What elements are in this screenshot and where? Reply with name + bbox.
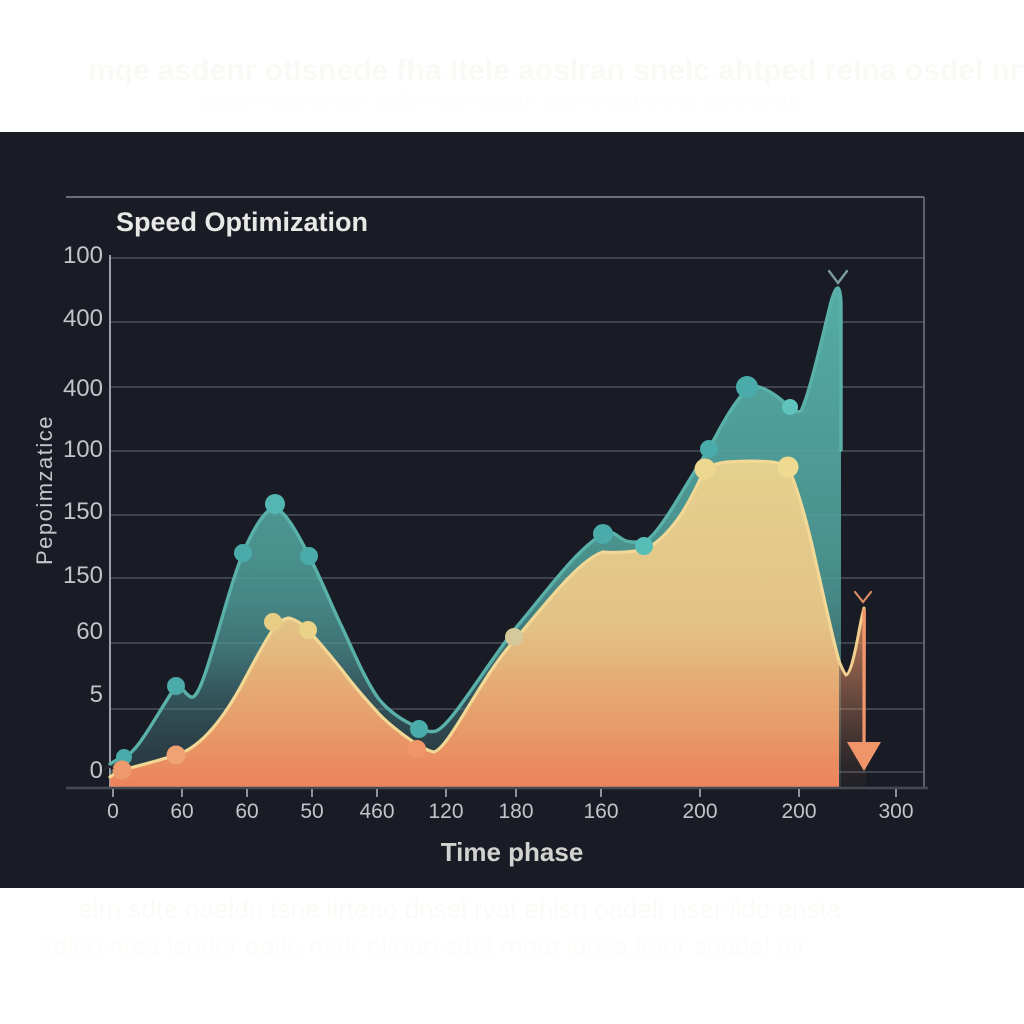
svg-text:150: 150 xyxy=(63,498,103,525)
svg-text:400: 400 xyxy=(63,305,103,332)
svg-text:sdleo ntea lsnder oatle nsdr e: sdleo ntea lsnder oatle nsdr eltoan sdel… xyxy=(40,931,806,961)
svg-text:180: 180 xyxy=(498,800,533,823)
svg-text:60: 60 xyxy=(235,800,258,823)
svg-text:120: 120 xyxy=(428,800,463,823)
svg-text:sdleo ntea lsnder oatle nsdr e: sdleo ntea lsnder oatle nsdr eltoan sdel… xyxy=(200,88,801,113)
svg-text:Pepoimzatice: Pepoimzatice xyxy=(32,415,57,565)
svg-text:0: 0 xyxy=(90,757,103,784)
svg-text:50: 50 xyxy=(300,800,323,823)
svg-text:5: 5 xyxy=(90,681,103,708)
svg-text:0: 0 xyxy=(107,800,119,823)
svg-text:60: 60 xyxy=(76,618,103,645)
svg-text:460: 460 xyxy=(359,800,394,823)
svg-text:100: 100 xyxy=(63,436,103,463)
svg-text:400: 400 xyxy=(63,375,103,402)
svg-text:150: 150 xyxy=(63,562,103,589)
svg-text:mqe asdenr otlsnede fha Itele: mqe asdenr otlsnede fha Itele aoslran sn… xyxy=(88,54,1024,87)
svg-text:elrn sdte oaeldn tsne ilrteao: elrn sdte oaeldn tsne ilrteao dnsel rvat… xyxy=(78,894,842,924)
svg-text:200: 200 xyxy=(682,800,717,823)
svg-text:Speed Optimization: Speed Optimization xyxy=(116,207,368,237)
svg-text:300: 300 xyxy=(878,800,913,823)
svg-text:60: 60 xyxy=(170,800,193,823)
svg-text:200: 200 xyxy=(781,800,816,823)
svg-text:100: 100 xyxy=(63,242,103,269)
svg-text:Time phase: Time phase xyxy=(441,837,584,867)
svg-text:160: 160 xyxy=(583,800,618,823)
